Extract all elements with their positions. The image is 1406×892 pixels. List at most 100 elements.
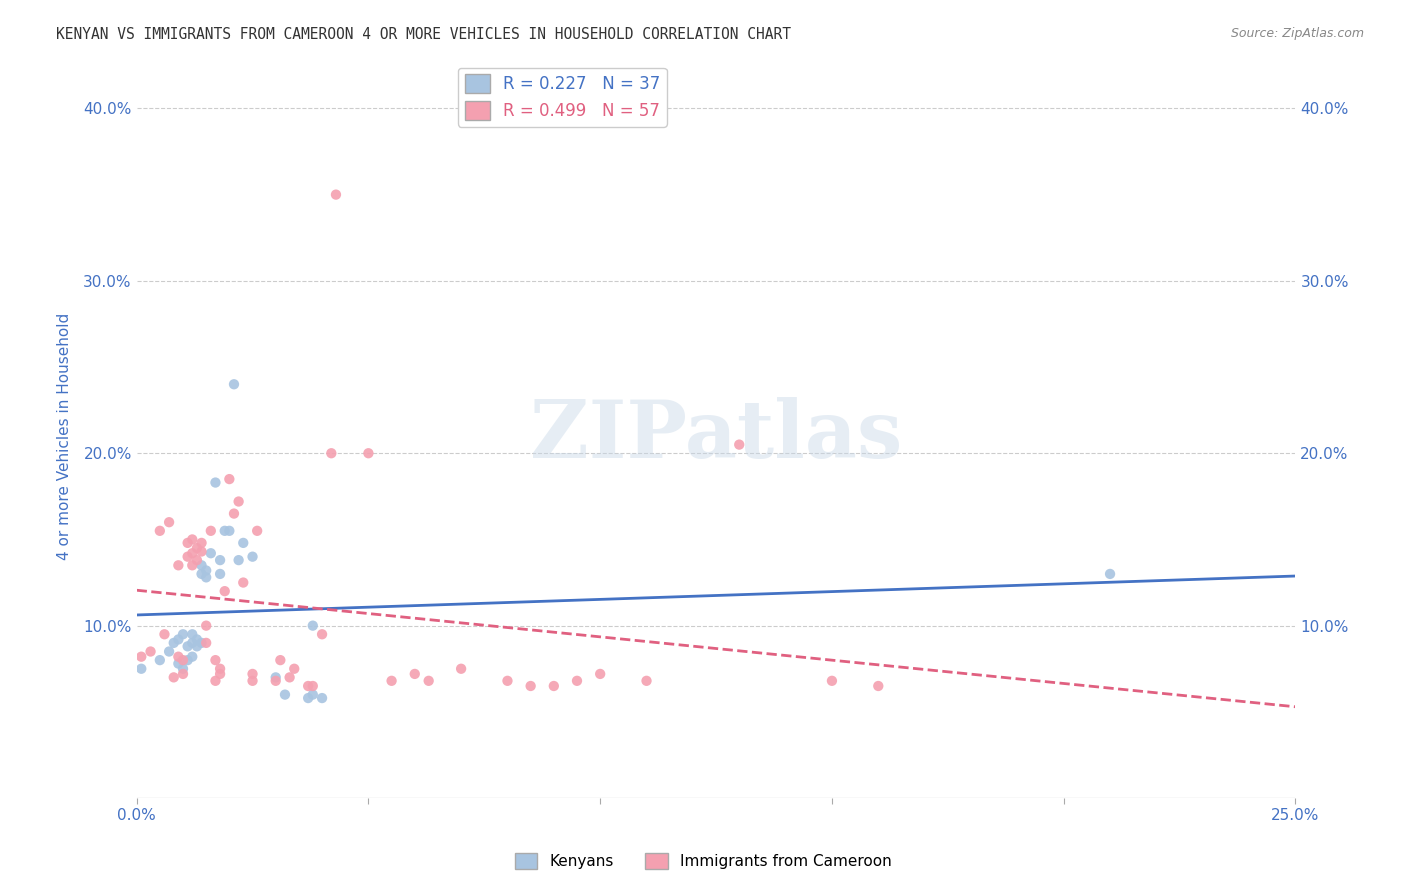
Point xyxy=(186,553,208,567)
Point xyxy=(195,636,218,650)
Point xyxy=(190,636,212,650)
Legend: R = 0.227   N = 37, R = 0.499   N = 57: R = 0.227 N = 37, R = 0.499 N = 57 xyxy=(458,68,666,127)
Point xyxy=(274,688,297,702)
Point xyxy=(200,524,222,538)
Point xyxy=(167,649,190,664)
Point xyxy=(181,636,204,650)
Point xyxy=(218,472,240,486)
Point xyxy=(264,670,287,684)
Point xyxy=(149,653,172,667)
Point xyxy=(450,662,472,676)
Point xyxy=(222,507,245,521)
Point xyxy=(218,524,240,538)
Point xyxy=(357,446,380,460)
Point xyxy=(381,673,404,688)
Point xyxy=(167,657,190,671)
Point xyxy=(269,653,291,667)
Point xyxy=(195,564,218,578)
Point xyxy=(209,566,232,581)
Point xyxy=(301,679,323,693)
Point xyxy=(167,632,190,647)
Point xyxy=(181,558,204,573)
Point xyxy=(149,524,172,538)
Point xyxy=(129,649,152,664)
Point xyxy=(321,446,343,460)
Point xyxy=(176,536,198,550)
Point xyxy=(278,670,301,684)
Point xyxy=(589,667,612,681)
Point xyxy=(242,667,264,681)
Text: ZIPatlas: ZIPatlas xyxy=(530,397,903,475)
Point xyxy=(181,533,204,547)
Point xyxy=(214,524,236,538)
Point xyxy=(821,673,844,688)
Point xyxy=(176,640,198,654)
Point xyxy=(157,644,180,658)
Point xyxy=(246,524,269,538)
Point xyxy=(190,536,212,550)
Point xyxy=(496,673,519,688)
Point xyxy=(301,688,323,702)
Point xyxy=(418,673,440,688)
Point xyxy=(209,662,232,676)
Point xyxy=(301,618,323,632)
Point xyxy=(519,679,541,693)
Point xyxy=(325,187,347,202)
Y-axis label: 4 or more Vehicles in Household: 4 or more Vehicles in Household xyxy=(58,312,72,559)
Point xyxy=(204,475,226,490)
Text: Source: ZipAtlas.com: Source: ZipAtlas.com xyxy=(1230,27,1364,40)
Point xyxy=(190,566,212,581)
Point xyxy=(139,644,162,658)
Point xyxy=(172,667,194,681)
Point xyxy=(264,673,287,688)
Point xyxy=(181,649,204,664)
Point xyxy=(204,673,226,688)
Point xyxy=(157,515,180,529)
Point xyxy=(728,437,751,451)
Point xyxy=(176,549,198,564)
Point xyxy=(190,558,212,573)
Point xyxy=(181,546,204,560)
Point xyxy=(209,667,232,681)
Point xyxy=(214,584,236,599)
Point xyxy=(195,618,218,632)
Point xyxy=(228,553,250,567)
Point xyxy=(163,670,186,684)
Point xyxy=(186,632,208,647)
Point xyxy=(163,636,186,650)
Point xyxy=(232,536,254,550)
Point xyxy=(190,544,212,558)
Point xyxy=(186,541,208,555)
Point xyxy=(297,679,319,693)
Point xyxy=(868,679,890,693)
Point xyxy=(232,575,254,590)
Point xyxy=(404,667,426,681)
Point xyxy=(222,377,245,392)
Point xyxy=(167,558,190,573)
Point xyxy=(311,691,333,706)
Point xyxy=(242,549,264,564)
Point xyxy=(297,691,319,706)
Point xyxy=(228,494,250,508)
Point xyxy=(176,653,198,667)
Text: KENYAN VS IMMIGRANTS FROM CAMEROON 4 OR MORE VEHICLES IN HOUSEHOLD CORRELATION C: KENYAN VS IMMIGRANTS FROM CAMEROON 4 OR … xyxy=(56,27,792,42)
Point xyxy=(195,570,218,584)
Point xyxy=(172,662,194,676)
Point xyxy=(565,673,588,688)
Point xyxy=(242,673,264,688)
Legend: Kenyans, Immigrants from Cameroon: Kenyans, Immigrants from Cameroon xyxy=(509,847,897,875)
Point xyxy=(209,553,232,567)
Point xyxy=(1099,566,1122,581)
Point xyxy=(129,662,152,676)
Point xyxy=(636,673,658,688)
Point xyxy=(172,627,194,641)
Point xyxy=(181,627,204,641)
Point xyxy=(311,627,333,641)
Point xyxy=(283,662,305,676)
Point xyxy=(153,627,176,641)
Point xyxy=(186,640,208,654)
Point xyxy=(172,653,194,667)
Point xyxy=(543,679,565,693)
Point xyxy=(204,653,226,667)
Point xyxy=(200,546,222,560)
